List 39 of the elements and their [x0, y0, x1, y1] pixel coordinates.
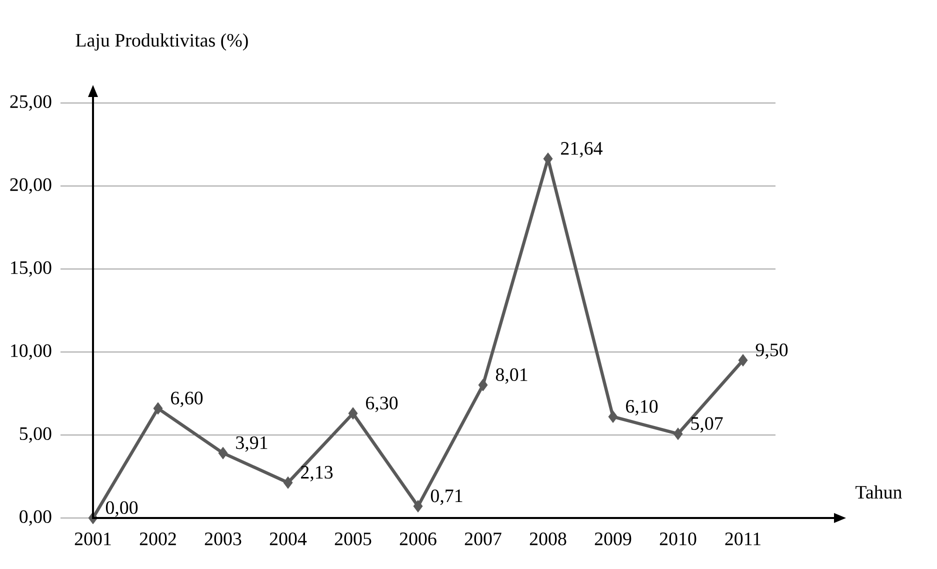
point — [608, 410, 618, 423]
x-tick-label: 2006 — [400, 532, 436, 546]
data-label: 8,01 — [496, 368, 528, 384]
y-tick-label: 25,00 — [10, 95, 52, 111]
x-axis-title: Tahun — [856, 485, 902, 499]
x-tick-label: 2001 — [74, 532, 111, 546]
y-tick-label: 15,00 — [11, 261, 52, 277]
data-label: 6,60 — [171, 392, 203, 408]
x-tick-label: 2003 — [204, 532, 242, 546]
data-label: 9,50 — [756, 344, 788, 360]
x-tick-label: 2005 — [334, 532, 372, 546]
point — [153, 402, 163, 415]
point — [673, 428, 683, 440]
data-label: 21,64 — [561, 142, 603, 158]
data-label: 6,30 — [366, 396, 398, 412]
point — [218, 446, 228, 460]
point — [478, 378, 488, 392]
data-label: 3,91 — [236, 436, 268, 452]
data-label: 0,71 — [430, 489, 462, 505]
x-tick-label: 2010 — [660, 532, 696, 546]
point — [348, 407, 358, 420]
point — [413, 500, 423, 512]
data-label: 0,00 — [106, 501, 138, 517]
x-tick-label: 2008 — [530, 532, 566, 546]
point — [283, 476, 293, 489]
x-tick-label: 2004 — [270, 532, 307, 546]
y-axis-title: Laju Produktivitas (%) — [76, 33, 248, 51]
x-tick-label: 2002 — [140, 532, 176, 546]
data-label: 5,07 — [691, 417, 723, 433]
x-tick-label: 2011 — [725, 532, 760, 546]
x-tick-label: 2007 — [464, 532, 502, 546]
y-tick-label: 5,00 — [20, 427, 52, 443]
point — [738, 354, 748, 367]
y-tick-label: 20,00 — [10, 178, 52, 194]
y-tick-label: 10,00 — [11, 344, 52, 360]
data-label: 6,10 — [626, 400, 658, 416]
data-label: 2,13 — [301, 466, 333, 482]
x-tick-label: 2009 — [594, 532, 632, 546]
y-tick-label: 0,00 — [20, 510, 52, 526]
